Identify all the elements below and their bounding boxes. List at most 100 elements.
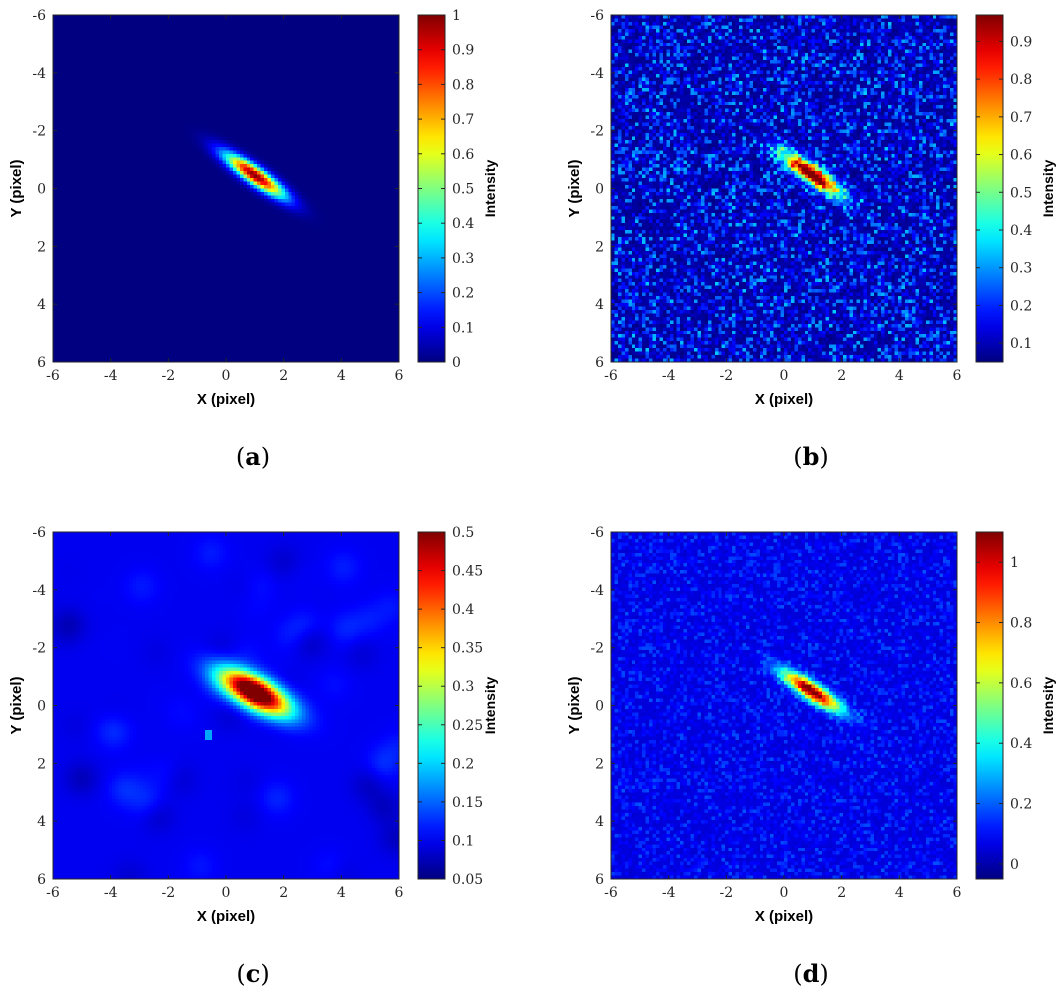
y-tick-label: 2	[595, 239, 604, 255]
x-tick-label: -4	[104, 885, 118, 901]
colorbar-tick-label: 0.8	[452, 77, 474, 93]
y-axis-label: Y (pixel)	[8, 159, 25, 217]
y-tick-label: -4	[590, 66, 604, 82]
x-tick-label: 2	[837, 368, 846, 384]
y-tick-label: -2	[32, 641, 46, 657]
y-tick-label: 0	[37, 699, 46, 715]
x-tick-label: 2	[279, 885, 288, 901]
x-tick-label: -4	[662, 368, 676, 384]
colorbar-label: Intensity	[1040, 160, 1056, 218]
x-tick-label: 0	[222, 368, 231, 384]
colorbar-tick-label: 0.3	[452, 251, 474, 267]
colorbar-tick-label: 0.7	[452, 112, 474, 128]
colorbar-tick-label: 0.1	[452, 833, 474, 849]
x-tick-label: 2	[279, 368, 288, 384]
colorbar-tick-label: 0.6	[1010, 148, 1032, 164]
colorbar-tick-label: 0.4	[452, 216, 474, 232]
y-axis-label: Y (pixel)	[566, 159, 583, 217]
colorbar-label: Intensity	[482, 160, 498, 218]
x-axis-label: X (pixel)	[197, 908, 255, 925]
x-tick-label: 6	[395, 885, 404, 901]
y-tick-label: 4	[595, 814, 604, 830]
x-tick-label: 6	[953, 885, 962, 901]
x-tick-label: -6	[46, 368, 60, 384]
y-tick-label: 0	[595, 182, 604, 198]
y-tick-label: 2	[37, 239, 46, 255]
y-tick-label: 2	[595, 756, 604, 772]
y-tick-label: -2	[590, 641, 604, 657]
y-tick-label: -6	[32, 525, 46, 541]
x-tick-label: -6	[604, 368, 618, 384]
colorbar-tick-label: 0.8	[1010, 72, 1032, 88]
colorbar-tick-label: 0.9	[1010, 34, 1032, 50]
y-tick-label: 6	[595, 355, 604, 371]
y-tick-label: 6	[595, 872, 604, 888]
y-tick-label: 0	[37, 182, 46, 198]
x-tick-label: 2	[837, 885, 846, 901]
colorbar-tick-label: 0.35	[452, 641, 483, 657]
colorbar-label: Intensity	[482, 677, 498, 735]
colorbar-tick-label: 0.4	[1010, 223, 1032, 239]
colorbar-tick-label: 0.3	[1010, 261, 1032, 277]
y-tick-label: 4	[595, 297, 604, 313]
colorbar-tick-label: 0.5	[452, 182, 474, 198]
colorbar-tick-label: 0.2	[1010, 797, 1032, 813]
x-tick-label: -6	[604, 885, 618, 901]
x-tick-label: -6	[46, 885, 60, 901]
y-tick-label: -6	[32, 8, 46, 24]
colorbar-tick-label: 0.2	[1010, 298, 1032, 314]
colorbar-tick-label: 0	[1010, 857, 1019, 873]
y-tick-label: 6	[37, 355, 46, 371]
heatmap-image	[611, 15, 957, 362]
y-tick-label: -4	[590, 583, 604, 599]
panel-label: (a)	[236, 442, 270, 471]
x-axis-label: X (pixel)	[755, 391, 813, 408]
colorbar-tick-label: 0.2	[452, 756, 474, 772]
y-tick-label: -2	[32, 124, 46, 140]
x-axis-label: X (pixel)	[755, 908, 813, 925]
y-tick-label: 4	[37, 814, 46, 830]
heatmap-image	[611, 532, 957, 879]
colorbar-label: Intensity	[1040, 677, 1056, 735]
panel-label: (d)	[793, 959, 829, 988]
colorbar	[417, 531, 446, 880]
x-tick-label: 4	[895, 368, 904, 384]
colorbar-tick-label: 0.9	[452, 43, 474, 59]
y-tick-label: 4	[37, 297, 46, 313]
y-tick-label: 2	[37, 756, 46, 772]
colorbar-tick-label: 1	[452, 8, 461, 24]
colorbar-tick-label: 0.2	[452, 286, 474, 302]
y-tick-label: 6	[37, 872, 46, 888]
panel-label: (c)	[236, 959, 269, 988]
panel-label: (b)	[793, 442, 829, 471]
colorbar-tick-label: 0.05	[452, 872, 483, 888]
x-tick-label: -4	[104, 368, 118, 384]
colorbar-tick-label: 0.7	[1010, 110, 1032, 126]
x-tick-label: -2	[720, 885, 734, 901]
colorbar-tick-label: 0.6	[1010, 676, 1032, 692]
y-tick-label: -6	[590, 8, 604, 24]
colorbar	[975, 14, 1004, 363]
x-tick-label: 4	[895, 885, 904, 901]
x-tick-label: 4	[337, 368, 346, 384]
x-tick-label: -4	[662, 885, 676, 901]
colorbar-tick-label: 1	[1010, 555, 1019, 571]
colorbar-tick-label: 0.1	[452, 320, 474, 336]
colorbar-tick-label: 0.25	[452, 718, 483, 734]
x-tick-label: 0	[780, 368, 789, 384]
colorbar-tick-label: 0.5	[452, 525, 474, 541]
colorbar-tick-label: 0.8	[1010, 616, 1032, 632]
colorbar-tick-label: 0.5	[1010, 185, 1032, 201]
colorbar	[975, 531, 1004, 880]
colorbar-tick-label: 0.45	[452, 564, 483, 580]
x-tick-label: 6	[395, 368, 404, 384]
colorbar-tick-label: 0	[452, 355, 461, 371]
y-tick-label: -4	[32, 66, 46, 82]
heatmap-image	[53, 15, 399, 362]
colorbar-tick-label: 0.6	[452, 147, 474, 163]
